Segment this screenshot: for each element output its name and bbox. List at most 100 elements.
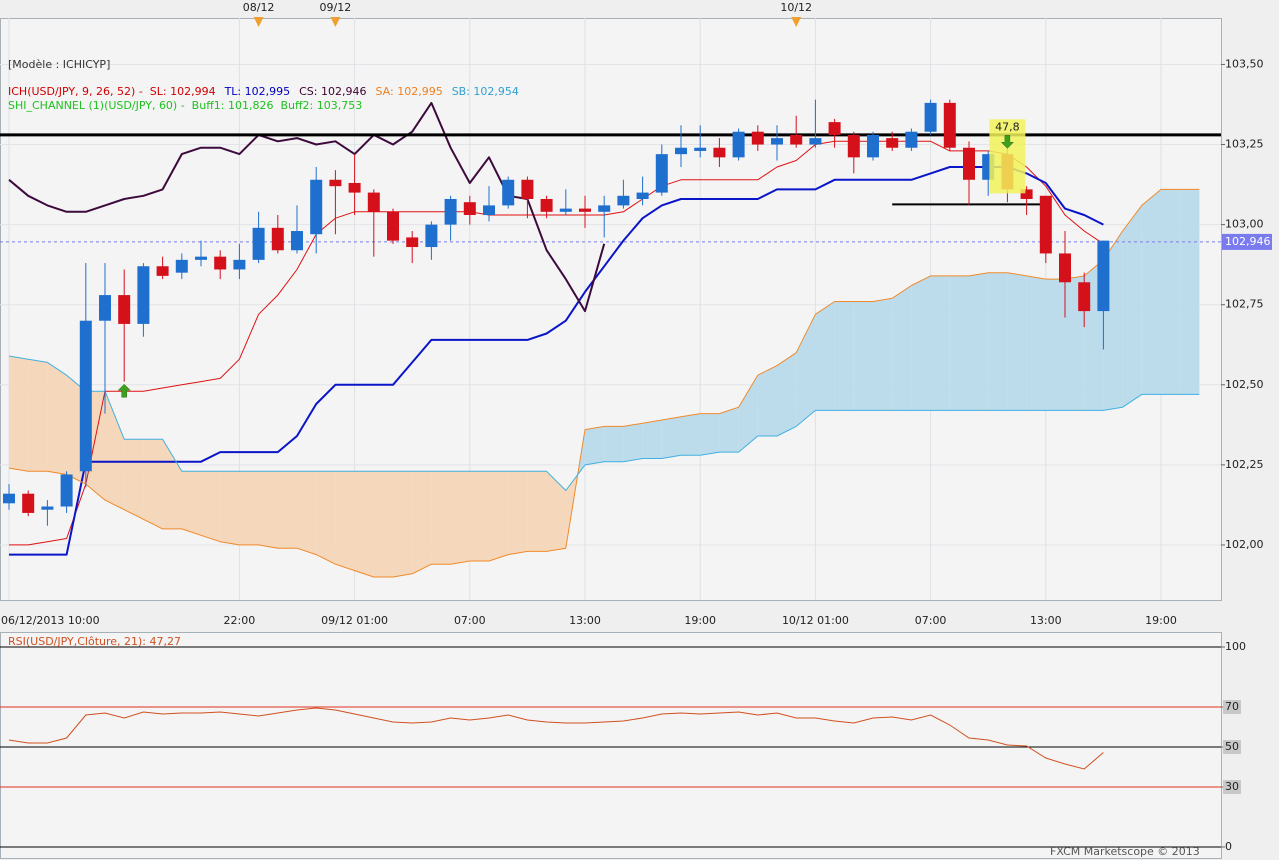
date-marker-label: 10/12 — [780, 1, 812, 14]
x-tick-label: 13:00 — [1030, 614, 1062, 627]
rsi-panel — [0, 632, 1222, 859]
footer: FXCM Marketscope © 2013 — [1050, 845, 1200, 858]
candle-body — [367, 192, 380, 212]
candle-body — [1020, 189, 1033, 199]
y-tick-label: 100 — [1225, 640, 1246, 653]
candle-body — [598, 205, 611, 212]
x-tick-label: 13:00 — [569, 614, 601, 627]
candle-body — [655, 154, 668, 193]
candle-body — [886, 138, 899, 148]
tick-label-box — [1223, 700, 1241, 714]
cloud — [47, 362, 67, 475]
indicator-line — [9, 140, 1104, 546]
candle-body — [483, 205, 495, 216]
x-tick-label: 22:00 — [224, 614, 256, 627]
cloud — [469, 471, 489, 561]
model-label: [Modèle : ICHICYP] — [8, 58, 111, 71]
cloud — [949, 275, 969, 411]
cloud — [277, 471, 297, 549]
cloud — [834, 301, 854, 411]
cloud — [181, 471, 201, 536]
cloud — [9, 355, 29, 472]
candle-body — [329, 179, 342, 187]
candle-body — [348, 182, 361, 193]
y-tick-label: 102,25 — [1225, 458, 1264, 471]
cloud — [239, 471, 259, 545]
cloud — [431, 471, 451, 565]
candle-body — [617, 195, 630, 206]
x-tick-label: 10/12 01:00 — [782, 614, 849, 627]
cloud — [258, 471, 278, 549]
candle-body — [22, 493, 35, 513]
cloud — [604, 426, 624, 462]
candle-body — [559, 208, 572, 212]
x-tick-label: 19:00 — [1145, 614, 1177, 627]
cloud — [585, 426, 605, 465]
cloud — [316, 471, 336, 565]
legend-entry: SB: 102,954 — [451, 85, 519, 98]
cloud — [354, 471, 374, 577]
candle-body — [636, 192, 649, 199]
cloud — [508, 471, 528, 555]
cloud — [373, 471, 393, 577]
cloud — [815, 301, 835, 411]
candle-body — [809, 138, 822, 145]
candle-body — [214, 256, 227, 270]
cloud — [892, 285, 912, 411]
legend-entry: ICH(USD/JPY, 9, 26, 52) - SL: 102,994 — [8, 85, 216, 98]
candle-body — [387, 211, 399, 241]
candle-body — [828, 122, 841, 135]
cloud — [1026, 275, 1046, 411]
y-tick-label: 0 — [1225, 840, 1232, 853]
rsi-line — [8, 707, 1104, 770]
candle-body — [694, 147, 707, 151]
candle-body — [233, 259, 246, 270]
candle-body — [425, 224, 438, 248]
cloud — [911, 275, 931, 411]
tick-label-box — [1223, 740, 1241, 754]
candle-body — [943, 102, 956, 148]
candle-body — [444, 198, 457, 225]
candle-body — [99, 295, 111, 321]
cloud — [700, 413, 720, 456]
y-tick-label: 103,50 — [1225, 57, 1264, 70]
cloud — [757, 365, 777, 437]
legend-row: ICH(USD/JPY, 9, 26, 52) - SL: 102,994 TL:… — [8, 85, 528, 99]
y-tick-label: 102,50 — [1225, 378, 1264, 391]
cloud — [930, 275, 950, 411]
candle-body — [751, 131, 764, 145]
candle-body — [867, 134, 879, 158]
candle-body — [675, 147, 687, 155]
y-tick-label: 102,75 — [1225, 298, 1264, 311]
y-tick-label: 103,25 — [1225, 138, 1264, 151]
cloud — [1141, 189, 1161, 395]
candle-body — [732, 131, 745, 158]
cloud — [988, 272, 1008, 411]
cloud — [335, 471, 355, 571]
candle-body — [905, 131, 918, 148]
cloud — [546, 471, 566, 552]
last-price-label: 102,946 — [1225, 235, 1271, 248]
legend-row: SHI_CHANNEL (1)(USD/JPY, 60) - Buff1: 10… — [8, 99, 528, 113]
candle-body — [60, 474, 73, 507]
candle-body — [156, 266, 169, 276]
cloud — [738, 375, 758, 453]
candle-body — [1097, 240, 1110, 312]
candle-body — [41, 506, 54, 510]
candle-body — [118, 295, 131, 324]
candle-body — [137, 266, 150, 324]
legend-entry: SA: 102,995 — [375, 85, 443, 98]
x-tick-label: 06/12/2013 10:00 — [1, 614, 100, 627]
y-tick-label: 30 — [1225, 780, 1239, 793]
candle-body — [252, 227, 265, 260]
candle-body — [521, 179, 534, 199]
y-tick-label: 103,00 — [1225, 218, 1264, 231]
cloud — [412, 471, 432, 574]
cloud — [28, 359, 48, 472]
cloud — [661, 416, 681, 459]
y-tick-label: 102,00 — [1225, 538, 1264, 551]
date-marker — [253, 17, 264, 27]
candle-body — [175, 259, 188, 273]
